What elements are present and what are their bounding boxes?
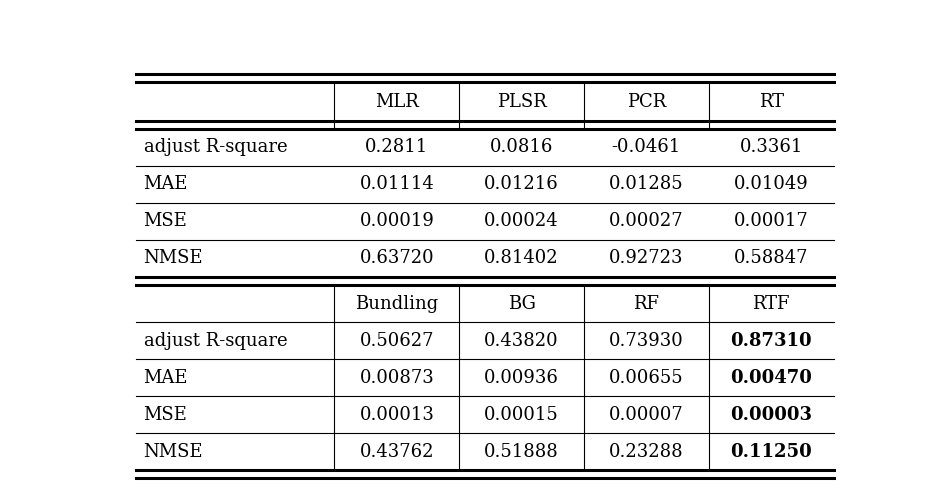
Text: RT: RT — [759, 93, 784, 111]
Text: 0.00017: 0.00017 — [733, 213, 808, 230]
Text: adjust R-square: adjust R-square — [143, 139, 287, 156]
Text: 0.73930: 0.73930 — [609, 332, 683, 350]
Text: 0.00019: 0.00019 — [360, 213, 434, 230]
Text: 0.43820: 0.43820 — [484, 332, 559, 350]
Text: 0.00024: 0.00024 — [484, 213, 559, 230]
Text: 0.63720: 0.63720 — [360, 249, 434, 268]
Text: 0.3361: 0.3361 — [739, 139, 802, 156]
Text: 0.11250: 0.11250 — [731, 442, 812, 461]
Text: 0.00027: 0.00027 — [609, 213, 683, 230]
Text: 0.01049: 0.01049 — [733, 175, 808, 194]
Text: 0.0816: 0.0816 — [490, 139, 553, 156]
Text: 0.50627: 0.50627 — [360, 332, 434, 350]
Text: NMSE: NMSE — [143, 249, 203, 268]
Text: NMSE: NMSE — [143, 442, 203, 461]
Text: MSE: MSE — [143, 406, 188, 423]
Text: 0.00003: 0.00003 — [730, 406, 812, 423]
Text: 0.87310: 0.87310 — [731, 332, 812, 350]
Text: 0.2811: 0.2811 — [365, 139, 429, 156]
Text: MLR: MLR — [375, 93, 419, 111]
Text: 0.00007: 0.00007 — [609, 406, 683, 423]
Text: RTF: RTF — [752, 294, 790, 313]
Text: 0.01114: 0.01114 — [360, 175, 434, 194]
Text: 0.00013: 0.00013 — [360, 406, 434, 423]
Text: 0.51888: 0.51888 — [484, 442, 559, 461]
Text: 0.00873: 0.00873 — [360, 368, 434, 387]
Text: BG: BG — [508, 294, 535, 313]
Text: MAE: MAE — [143, 368, 188, 387]
Text: 0.00655: 0.00655 — [609, 368, 683, 387]
Text: MAE: MAE — [143, 175, 188, 194]
Text: Bundling: Bundling — [355, 294, 438, 313]
Text: PLSR: PLSR — [497, 93, 547, 111]
Text: PCR: PCR — [627, 93, 666, 111]
Text: 0.00470: 0.00470 — [731, 368, 812, 387]
Text: 0.23288: 0.23288 — [609, 442, 683, 461]
Text: 0.01285: 0.01285 — [609, 175, 683, 194]
Text: adjust R-square: adjust R-square — [143, 332, 287, 350]
Text: 0.58847: 0.58847 — [733, 249, 808, 268]
Text: 0.81402: 0.81402 — [484, 249, 559, 268]
Text: 0.43762: 0.43762 — [360, 442, 434, 461]
Text: 0.92723: 0.92723 — [609, 249, 683, 268]
Text: 0.00936: 0.00936 — [484, 368, 559, 387]
Text: 0.00015: 0.00015 — [484, 406, 559, 423]
Text: 0.01216: 0.01216 — [484, 175, 559, 194]
Text: -0.0461: -0.0461 — [612, 139, 681, 156]
Text: RF: RF — [633, 294, 659, 313]
Text: MSE: MSE — [143, 213, 188, 230]
